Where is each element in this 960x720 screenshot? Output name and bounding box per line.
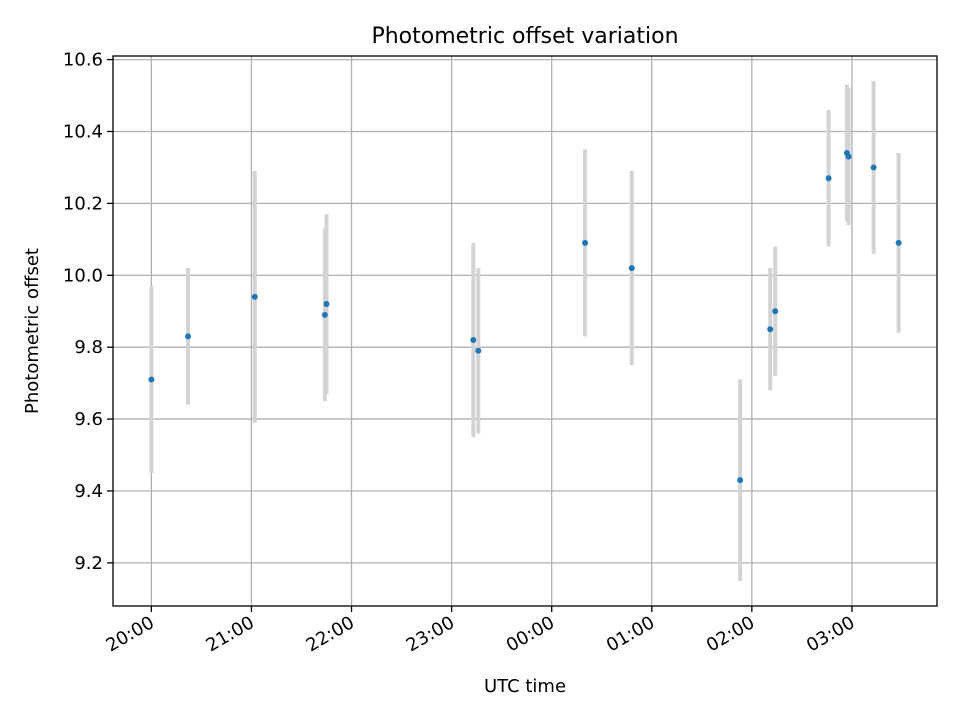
- data-point: [323, 301, 330, 308]
- y-tick-label: 10.2: [63, 193, 103, 214]
- data-point: [582, 239, 589, 246]
- data-point: [321, 311, 328, 318]
- grid: [113, 56, 937, 606]
- y-tick-label: 10.0: [63, 265, 103, 286]
- data-point: [470, 336, 477, 343]
- data-point: [628, 265, 635, 272]
- data-point: [148, 376, 155, 383]
- data-point: [737, 477, 744, 484]
- data-point: [772, 308, 779, 315]
- plot-frame: [112, 55, 938, 607]
- y-axis: 9.2 9.4 9.6 9.8 10.0 10.2 10.4 10.6: [63, 50, 113, 574]
- data-point: [185, 333, 192, 340]
- data-point: [251, 293, 258, 300]
- y-tick-label: 9.4: [74, 481, 103, 502]
- y-tick-label: 9.2: [74, 553, 103, 574]
- data-points: [148, 150, 902, 484]
- data-point: [895, 239, 902, 246]
- data-point: [845, 153, 852, 160]
- data-point: [870, 164, 877, 171]
- chart-title: Photometric offset variation: [371, 24, 678, 49]
- x-axis-label: UTC time: [484, 676, 566, 697]
- y-tick-label: 10.6: [63, 50, 103, 71]
- data-point: [475, 347, 482, 354]
- data-point: [825, 175, 832, 182]
- y-tick-label: 9.6: [74, 409, 103, 430]
- y-axis-label: Photometric offset: [22, 248, 43, 414]
- y-tick-label: 10.4: [63, 121, 103, 142]
- data-point: [767, 326, 774, 333]
- y-tick-label: 9.8: [74, 337, 103, 358]
